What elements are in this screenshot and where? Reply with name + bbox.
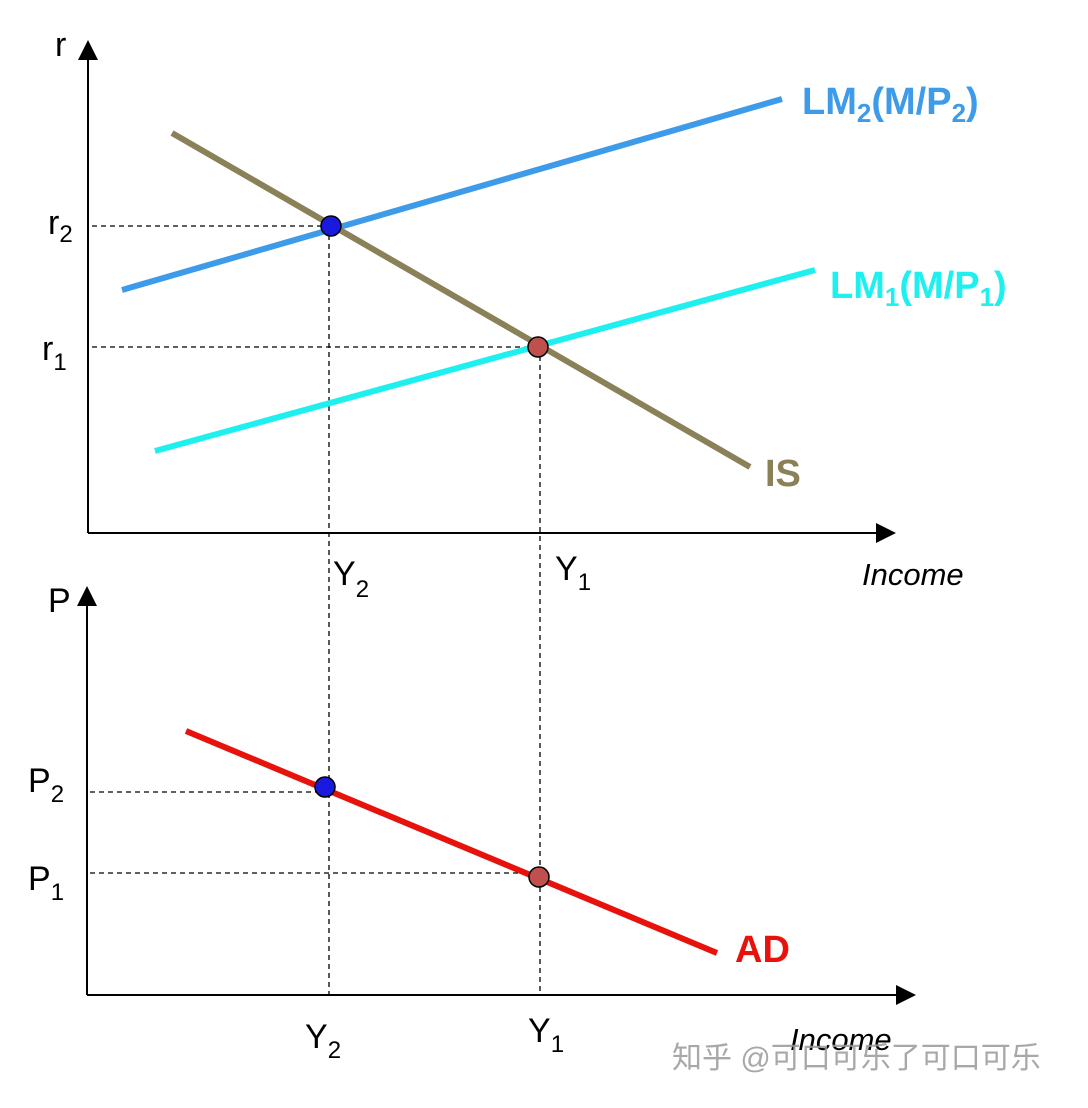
ad-point-2 xyxy=(314,776,336,798)
y1-label: Y1 xyxy=(555,550,591,596)
is-label: IS xyxy=(765,453,801,495)
lm1-label: LM1(M/P1) xyxy=(830,265,1007,312)
p2-label: P2 xyxy=(28,762,64,808)
guides xyxy=(90,225,541,995)
ad-curve xyxy=(184,728,719,956)
r2-label: r2 xyxy=(48,204,73,248)
lm1-curve xyxy=(154,267,816,454)
ad-label: AD xyxy=(735,929,790,971)
equilibrium-1 xyxy=(527,336,549,358)
y1-label-bottom: Y1 xyxy=(528,1012,564,1058)
y2-label: Y2 xyxy=(333,555,369,603)
r1-label: r1 xyxy=(42,330,67,376)
r-axis-label: r xyxy=(55,26,66,64)
lm2-label: LM2(M/P2) xyxy=(802,81,979,128)
p-axis-label: P xyxy=(48,582,71,620)
ad-point-1 xyxy=(528,866,550,888)
x-axis-label: Income xyxy=(862,557,964,592)
p1-label: P1 xyxy=(28,860,64,906)
watermark: 知乎 @可口可乐了可口可乐 xyxy=(672,1042,1041,1075)
equilibrium-2 xyxy=(320,215,342,237)
x-axis-label-bottom: Income xyxy=(790,1022,892,1057)
y2-label-bottom: Y2 xyxy=(305,1018,341,1064)
lm2-curve xyxy=(121,96,783,293)
is-curve xyxy=(170,130,752,470)
